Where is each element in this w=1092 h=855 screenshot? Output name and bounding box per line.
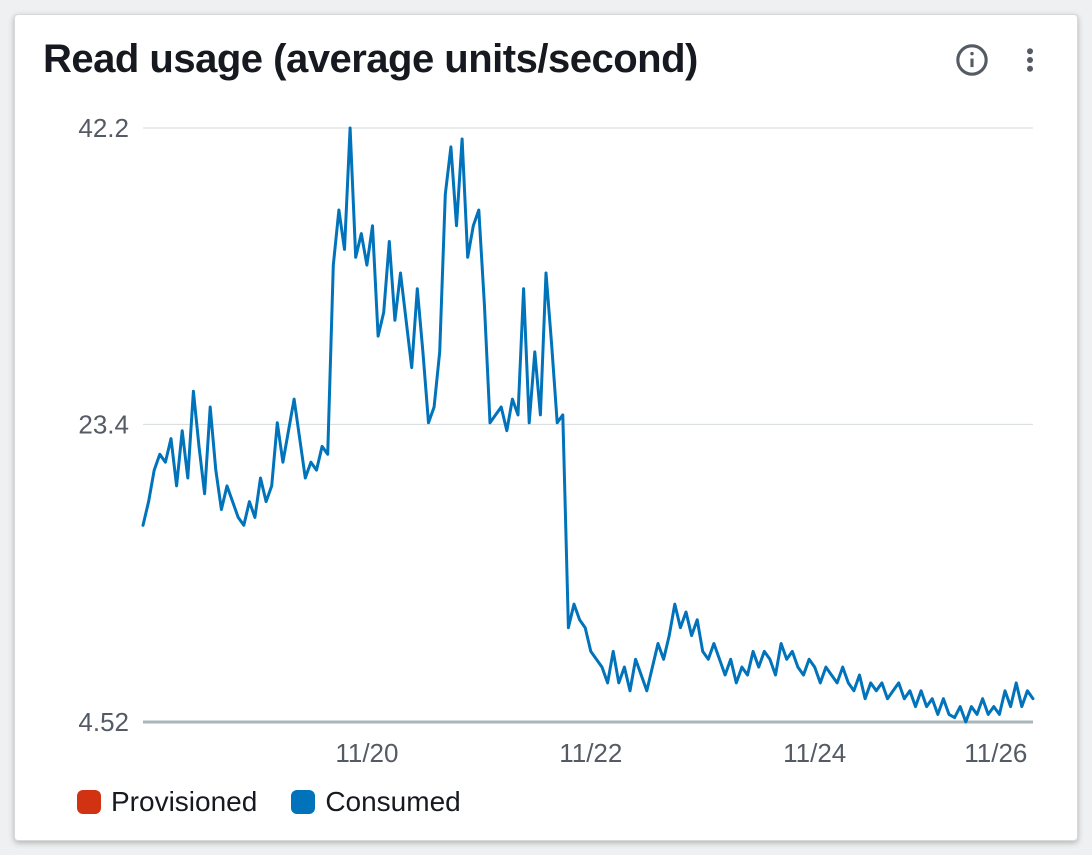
legend-label-provisioned: Provisioned xyxy=(111,786,257,818)
line-chart: 4.52 23.4 42.2 11/20 11/22 11/24 11/26 xyxy=(43,88,1049,778)
svg-text:4.52: 4.52 xyxy=(78,707,129,737)
card-title: Read usage (average units/second) xyxy=(43,37,698,82)
chart-legend: Provisioned Consumed xyxy=(43,778,1049,818)
header-actions xyxy=(955,43,1045,77)
svg-text:23.4: 23.4 xyxy=(78,409,129,439)
legend-swatch-provisioned xyxy=(77,790,101,814)
page-background: Read usage (average units/second) xyxy=(0,0,1092,855)
svg-text:42.2: 42.2 xyxy=(78,113,129,143)
chart-area: 4.52 23.4 42.2 11/20 11/22 11/24 11/26 xyxy=(43,88,1049,778)
svg-text:11/20: 11/20 xyxy=(335,738,398,768)
menu-icon[interactable] xyxy=(1015,43,1045,77)
svg-text:11/26: 11/26 xyxy=(964,738,1027,768)
card-header: Read usage (average units/second) xyxy=(43,37,1049,82)
legend-swatch-consumed xyxy=(291,790,315,814)
svg-text:11/24: 11/24 xyxy=(783,738,846,768)
legend-item-provisioned[interactable]: Provisioned xyxy=(77,786,257,818)
info-icon[interactable] xyxy=(955,43,989,77)
svg-text:11/22: 11/22 xyxy=(559,738,622,768)
chart-card: Read usage (average units/second) xyxy=(14,14,1078,841)
legend-label-consumed: Consumed xyxy=(325,786,460,818)
legend-item-consumed[interactable]: Consumed xyxy=(291,786,460,818)
